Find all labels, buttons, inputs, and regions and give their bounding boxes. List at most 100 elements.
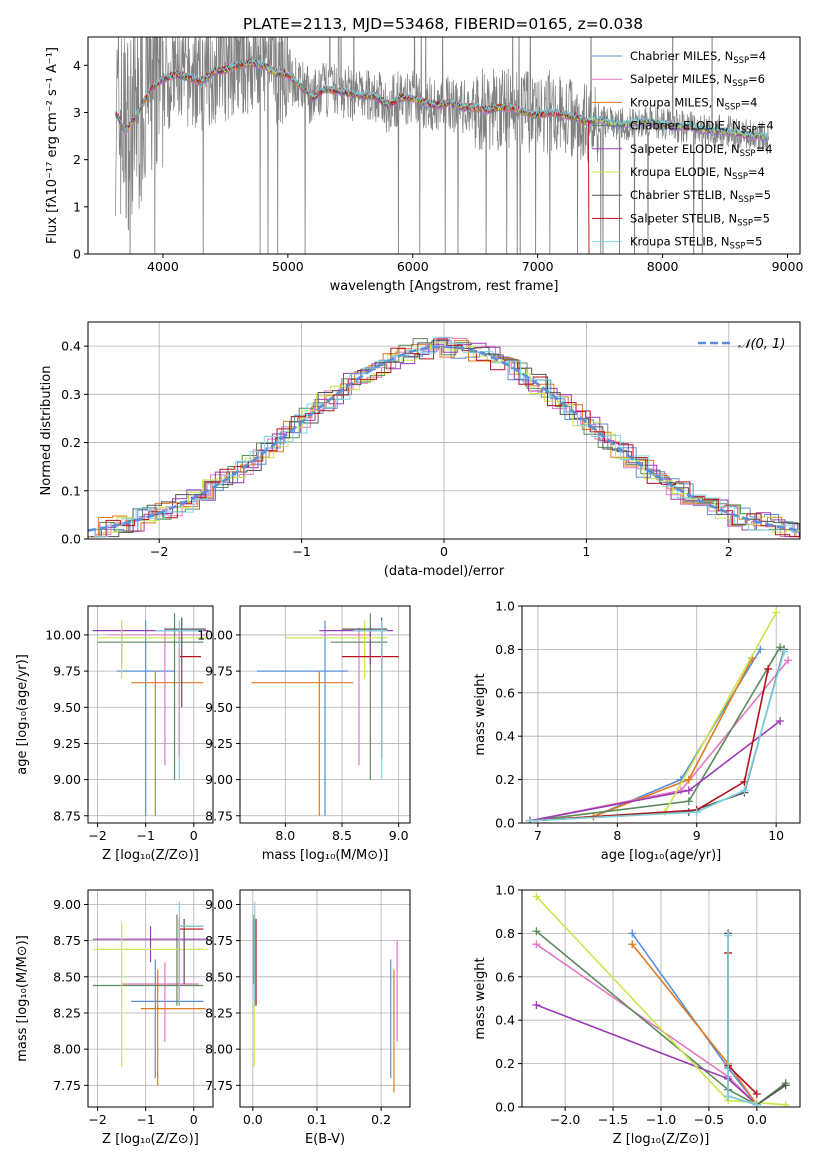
axes: −2.0 −1.5 −1.0 −0.5 0.0 0.0 0.2 0.4 0.6 0.8 1.0 Z [… [473, 883, 801, 1147]
mass-weight-marker [676, 786, 685, 795]
plot-area [532, 892, 790, 1107]
x-tick-label: 8000 [647, 259, 679, 274]
y-tick-label: 0.4 [495, 729, 515, 744]
mass-weight-marker [784, 656, 793, 665]
x-tick-label: −2 [150, 544, 168, 559]
x-axis-label: wavelength [Angstrom, rest frame] [330, 279, 559, 294]
mass-weight-marker [684, 775, 693, 784]
x-tick-label: 10 [768, 828, 784, 843]
plot-area [92, 613, 209, 816]
x-tick-label: 0.1 [307, 1112, 327, 1127]
x-tick-label: 0.2 [371, 1112, 391, 1127]
x-tick-label: 0.0 [243, 1112, 263, 1127]
panel-weight-vs-age: 7 8 9 10 0.0 0.2 0.4 0.6 0.8 1.0 age [log₁₀(age/yr… [473, 599, 801, 863]
x-tick-label: −1.5 [598, 1112, 628, 1127]
legend-entry: Salpeter MILES, NSSP=6 [630, 72, 765, 89]
x-axis-label: Z [log₁₀(Z/Z⊙)] [613, 1132, 710, 1147]
mass-weight-line [535, 943, 758, 1106]
y-tick-label: 9.50 [53, 700, 81, 715]
x-tick-label: 7000 [522, 259, 554, 274]
y-tick-label: 0.0 [495, 1100, 515, 1115]
plot-area [88, 336, 800, 538]
axes-frame [239, 889, 411, 1108]
y-tick-label: 0.8 [495, 642, 515, 657]
residual-histogram-step [88, 342, 800, 538]
figure-title: PLATE=2113, MJD=53468, FIBERID=0165, z=0… [243, 15, 643, 33]
y-tick-label: 1.0 [495, 883, 515, 898]
y-tick-label: 1 [73, 199, 81, 214]
gaussian-curve [88, 345, 800, 532]
plot-area [525, 608, 793, 823]
mass-weight-line [535, 930, 787, 1106]
mass-weight-marker [752, 1100, 761, 1107]
plot-area [251, 613, 399, 816]
residual-histogram-step [88, 339, 800, 538]
plot-area [92, 901, 209, 1086]
y-tick-label: 9.00 [205, 772, 233, 787]
legend-entry: Kroupa MILES, NSSP=4 [630, 95, 757, 112]
x-tick-label: 7 [534, 828, 542, 843]
mass-weight-marker [525, 816, 534, 823]
legend-entry: Kroupa ELODIE, NSSP=4 [630, 165, 765, 182]
y-tick-label: 7.75 [53, 1078, 81, 1093]
x-axis-label: Z [log₁₀(Z/Z⊙)] [102, 1132, 199, 1147]
plot-area [115, 37, 769, 254]
y-tick-label: 0.0 [495, 816, 515, 831]
x-axis-label: mass [log₁₀(M/M⊙)] [262, 848, 389, 863]
x-tick-label: 0 [440, 544, 448, 559]
mass-weight-marker [532, 927, 541, 936]
y-tick-label: 8.25 [205, 1005, 233, 1020]
y-tick-label: 9.50 [205, 700, 233, 715]
y-tick-label: 0.2 [61, 435, 81, 450]
legend-entry: Salpeter ELODIE, NSSP=4 [630, 142, 773, 159]
y-tick-label: 10.00 [197, 627, 233, 642]
x-axis-label: Z [log₁₀(Z/Z⊙)] [102, 848, 199, 863]
panel-weight-vs-z: −2.0 −1.5 −1.0 −0.5 0.0 0.0 0.2 0.4 0.6 0.8 1.0 Z [… [473, 883, 801, 1147]
axes-frame [87, 605, 214, 824]
legend-entry: Chabrier STELIB, NSSP=5 [630, 188, 771, 205]
y-tick-label: 0.2 [495, 1056, 515, 1071]
x-tick-label: 1 [582, 544, 590, 559]
y-tick-label: 9.75 [53, 664, 81, 679]
panel-age-vs-mass: 8.0 8.5 9.0 8.75 9.00 9.25 9.50 9.75 10.00 mass [… [197, 605, 411, 863]
x-axis-label: age [log₁₀(age/yr)] [601, 848, 722, 863]
y-tick-label: 8.75 [205, 808, 233, 823]
axes: −2 −1 0 1 2 0.0 0.1 0.2 0.3 0.4 (data-model)/error… [39, 321, 801, 579]
y-axis-label: Flux [fλ10⁻¹⁷ erg cm⁻² s⁻¹ A⁻¹] [45, 47, 60, 244]
mass-weight-marker [692, 808, 701, 817]
y-tick-label: 1.0 [495, 599, 515, 614]
x-tick-label: −1 [292, 544, 310, 559]
y-tick-label: 8.50 [205, 969, 233, 984]
x-tick-label: −2.0 [550, 1112, 580, 1127]
y-tick-label: 9.00 [53, 897, 81, 912]
mass-weight-marker [724, 931, 733, 940]
y-axis-label: Normed distribution [39, 366, 54, 496]
y-tick-label: 8.25 [53, 1005, 81, 1020]
x-tick-label: 8 [613, 828, 621, 843]
panel-mass-vs-z: −2 −1 0 7.75 8.00 8.25 8.50 8.75 9.00 Z [log₁₀(Z/… [15, 889, 214, 1147]
y-tick-label: 0.2 [495, 772, 515, 787]
y-tick-label: 9.25 [205, 736, 233, 751]
y-tick-label: 9.75 [205, 664, 233, 679]
gaussian-legend-label: 𝒩(0, 1) [738, 337, 785, 352]
legend-entry: Kroupa STELIB, NSSP=5 [630, 235, 762, 252]
axes: 7 8 9 10 0.0 0.2 0.4 0.6 0.8 1.0 age [log₁₀(age/yr… [473, 599, 801, 863]
y-tick-label: 0 [73, 247, 81, 262]
axes: 8.0 8.5 9.0 8.75 9.00 9.25 9.50 9.75 10.00 mass [… [197, 605, 411, 863]
y-tick-label: 8.50 [53, 969, 81, 984]
x-tick-label: 8.5 [332, 828, 352, 843]
plot-area [253, 901, 398, 1093]
model-spectrum-line [115, 58, 769, 140]
mass-weight-marker [752, 1089, 761, 1098]
mass-weight-marker [684, 786, 693, 795]
y-tick-label: 10.00 [45, 627, 81, 642]
residual-histogram-step [88, 338, 800, 538]
x-tick-label: 0 [190, 1112, 198, 1127]
y-axis-label: mass [log₁₀(M/M⊙)] [15, 935, 30, 1062]
y-tick-label: 0.6 [495, 969, 515, 984]
y-tick-label: 8.00 [205, 1042, 233, 1057]
y-tick-label: 0.1 [61, 483, 81, 498]
y-tick-label: 8.00 [53, 1042, 81, 1057]
spectrum-legend: Chabrier MILES, NSSP=4 Salpeter MILES, NS… [592, 49, 774, 252]
panel-mass-vs-ebv: 0.0 0.1 0.2 7.75 8.00 8.25 8.50 8.75 9.00 E(B-V) [205, 889, 411, 1147]
